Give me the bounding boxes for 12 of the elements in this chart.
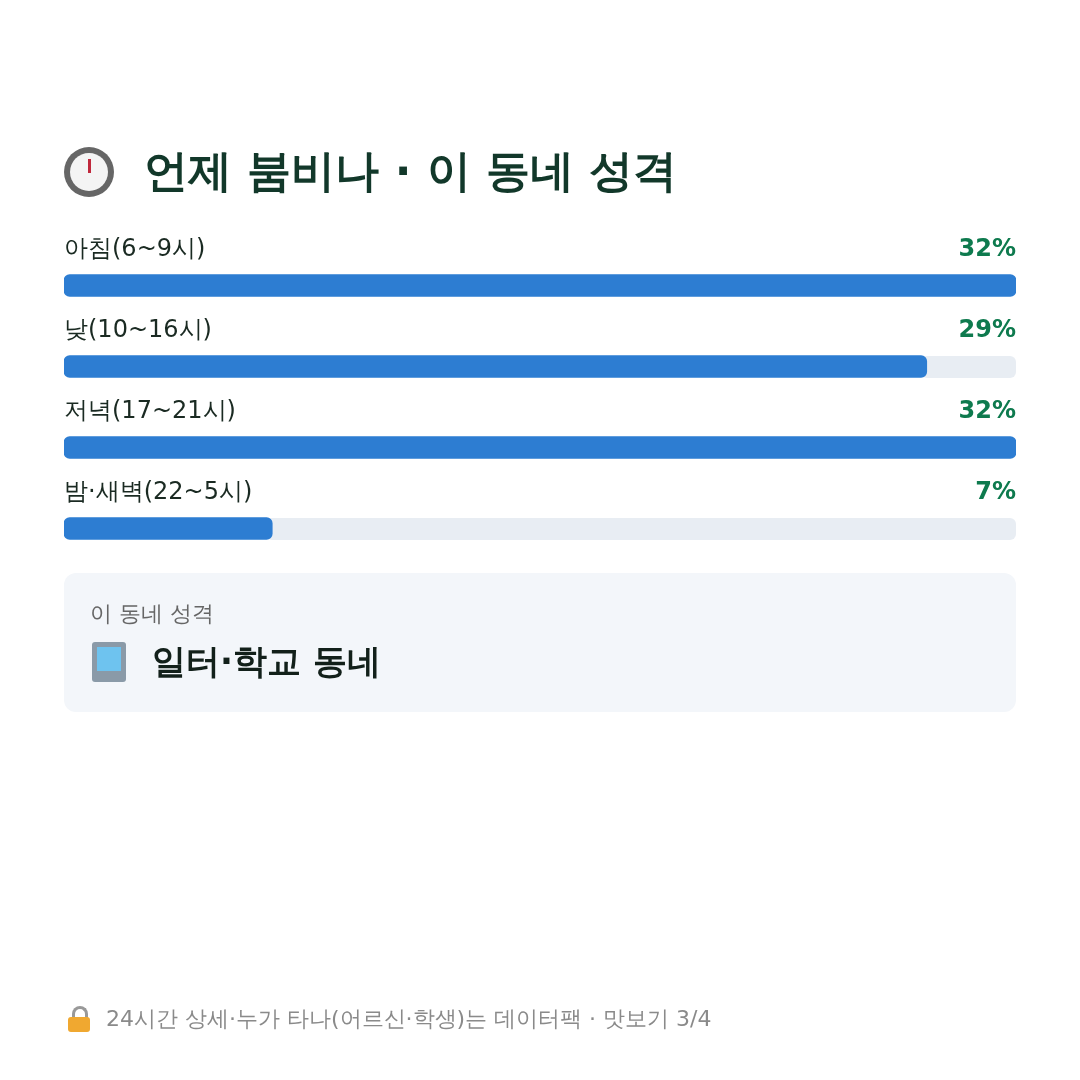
data-label: 32% xyxy=(958,233,1016,262)
y-tick-label: 저녁(17~21시) xyxy=(64,395,236,424)
data-label: 32% xyxy=(958,395,1016,424)
text: 24시간 상세·누가 타나(어르신·학생)는 데이터팩 · 맛보기 3/4 xyxy=(106,1005,712,1033)
chart-title: 언제 붐비나 · 이 동네 성격 xyxy=(144,144,678,198)
y-tick-label: 아침(6~9시) xyxy=(64,233,206,262)
y-tick-label: 밤·새벽(22~5시) xyxy=(64,476,253,505)
data-label: 7% xyxy=(975,476,1016,505)
text: 일터·학교 동네 xyxy=(152,640,381,683)
data-label: 29% xyxy=(958,314,1016,343)
text: 이 동네 성격 xyxy=(90,600,214,628)
y-tick-label: 낮(10~16시) xyxy=(64,314,212,343)
